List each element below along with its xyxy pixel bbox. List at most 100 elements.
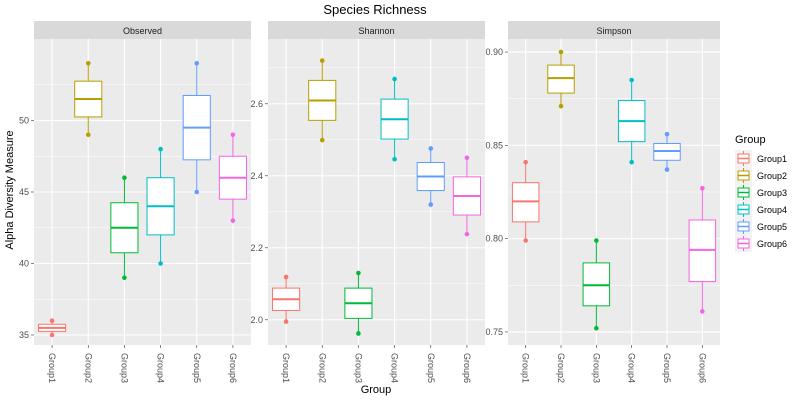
data-point bbox=[230, 132, 236, 138]
box-group5 bbox=[416, 146, 445, 207]
data-point bbox=[319, 58, 325, 63]
y-tick-label: 2.2 bbox=[250, 243, 263, 253]
box-group6 bbox=[218, 132, 247, 223]
y-tick-label: 0.85 bbox=[485, 140, 503, 150]
x-tick-label: Group4 bbox=[390, 353, 400, 383]
box-group3 bbox=[344, 270, 373, 336]
legend-label: Group1 bbox=[757, 154, 787, 164]
data-point bbox=[194, 189, 200, 195]
panel-background bbox=[268, 39, 485, 345]
x-tick-label: Group2 bbox=[317, 353, 327, 383]
box-group4 bbox=[146, 146, 175, 266]
x-tick-label: Group5 bbox=[426, 353, 436, 383]
data-point bbox=[523, 238, 528, 243]
data-point bbox=[558, 103, 564, 109]
y-tick-label: 0.90 bbox=[485, 47, 503, 57]
y-tick-label: 2.6 bbox=[250, 99, 263, 109]
x-tick-label: Group4 bbox=[156, 353, 166, 383]
data-point bbox=[700, 185, 705, 191]
y-tick-label: 50 bbox=[19, 116, 29, 126]
x-tick-label: Group6 bbox=[697, 353, 707, 383]
box-group3 bbox=[110, 175, 139, 281]
data-point bbox=[392, 76, 397, 82]
facet-strip-label: Simpson bbox=[596, 26, 631, 36]
data-point bbox=[629, 159, 634, 165]
facet-panels: Observed 35 40 45 50 Group1 Group2 Group3 Group4… bbox=[19, 21, 720, 383]
data-point bbox=[49, 332, 55, 338]
legend-title: Group bbox=[735, 134, 766, 146]
data-point bbox=[464, 231, 470, 237]
data-point bbox=[594, 238, 599, 243]
data-point bbox=[464, 155, 470, 161]
x-tick-label: Group5 bbox=[662, 353, 672, 383]
data-point bbox=[356, 331, 361, 336]
data-point bbox=[85, 61, 91, 66]
box-group6 bbox=[452, 155, 481, 237]
x-tick-label: Group1 bbox=[47, 353, 57, 383]
chart-title: Species Richness bbox=[323, 2, 427, 17]
facet-strip-label: Observed bbox=[123, 26, 162, 36]
y-tick-label: 2.0 bbox=[250, 315, 263, 325]
x-tick-label: Group1 bbox=[521, 353, 531, 383]
box-group3 bbox=[582, 238, 611, 331]
x-tick-label: Group2 bbox=[83, 353, 93, 383]
legend-item-group1: Group1 bbox=[735, 150, 787, 167]
data-point bbox=[558, 49, 564, 55]
data-point bbox=[700, 309, 705, 314]
box-group4 bbox=[617, 77, 646, 165]
x-tick-label: Group3 bbox=[591, 353, 601, 383]
facet-strip-label: Shannon bbox=[358, 26, 394, 36]
data-point bbox=[523, 159, 528, 165]
box-group2 bbox=[308, 58, 337, 143]
legend-item-group6: Group6 bbox=[735, 235, 787, 252]
data-point bbox=[629, 77, 634, 83]
data-point bbox=[230, 218, 236, 223]
legend-item-group3: Group3 bbox=[735, 184, 787, 201]
data-point bbox=[319, 137, 325, 143]
box-group6 bbox=[688, 185, 717, 314]
y-tick-label: 45 bbox=[19, 187, 29, 197]
data-point bbox=[49, 318, 55, 323]
x-tick-label: Group1 bbox=[281, 353, 291, 383]
x-tick-label: Group6 bbox=[228, 353, 238, 383]
box-group5 bbox=[653, 131, 681, 172]
x-tick-label: Group3 bbox=[353, 353, 363, 383]
facet-strip bbox=[34, 21, 251, 39]
x-tick-label: Group4 bbox=[627, 353, 637, 383]
x-tick-label: Group3 bbox=[119, 353, 129, 383]
legend-label: Group3 bbox=[757, 188, 787, 198]
facet-strip bbox=[268, 21, 485, 39]
data-point bbox=[283, 274, 289, 280]
box-group4 bbox=[380, 76, 409, 162]
box-group1 bbox=[272, 274, 301, 324]
data-point bbox=[122, 175, 127, 181]
legend-label: Group2 bbox=[757, 171, 787, 181]
data-point bbox=[85, 132, 91, 138]
box-group1 bbox=[38, 318, 67, 338]
x-tick-label: Group5 bbox=[192, 353, 202, 383]
data-point bbox=[194, 61, 200, 66]
y-tick-label: 40 bbox=[19, 258, 29, 268]
facet-shannon: Shannon 2.0 2.2 2.4 2.6 Group1 Group2 Group3 Gro… bbox=[250, 21, 485, 383]
x-axis-title: Group bbox=[361, 384, 392, 396]
y-tick-label: 0.80 bbox=[485, 234, 503, 244]
legend-label: Group6 bbox=[757, 239, 787, 249]
x-tick-label: Group6 bbox=[462, 353, 472, 383]
data-point bbox=[356, 270, 361, 276]
legend: Group Group1 Group2 Group3 Group4 Group5 Grou… bbox=[735, 134, 787, 252]
data-point bbox=[664, 131, 670, 137]
data-point bbox=[664, 167, 670, 172]
y-axis-title: Alpha Diversity Measure bbox=[4, 130, 16, 249]
x-tick-label: Group2 bbox=[556, 353, 566, 383]
y-tick-label: 0.75 bbox=[485, 327, 503, 337]
data-point bbox=[428, 146, 434, 151]
data-point bbox=[158, 261, 163, 266]
data-point bbox=[594, 325, 599, 331]
facet-observed: Observed 35 40 45 50 Group1 Group2 Group3 Group4… bbox=[19, 21, 251, 383]
box-group5 bbox=[182, 61, 211, 195]
legend-item-group4: Group4 bbox=[735, 201, 787, 218]
box-group1 bbox=[511, 159, 540, 243]
y-tick-label: 35 bbox=[19, 330, 29, 340]
facet-simpson: Simpson 0.75 0.80 0.85 0.90 Group1 Group2 Group… bbox=[485, 21, 720, 383]
